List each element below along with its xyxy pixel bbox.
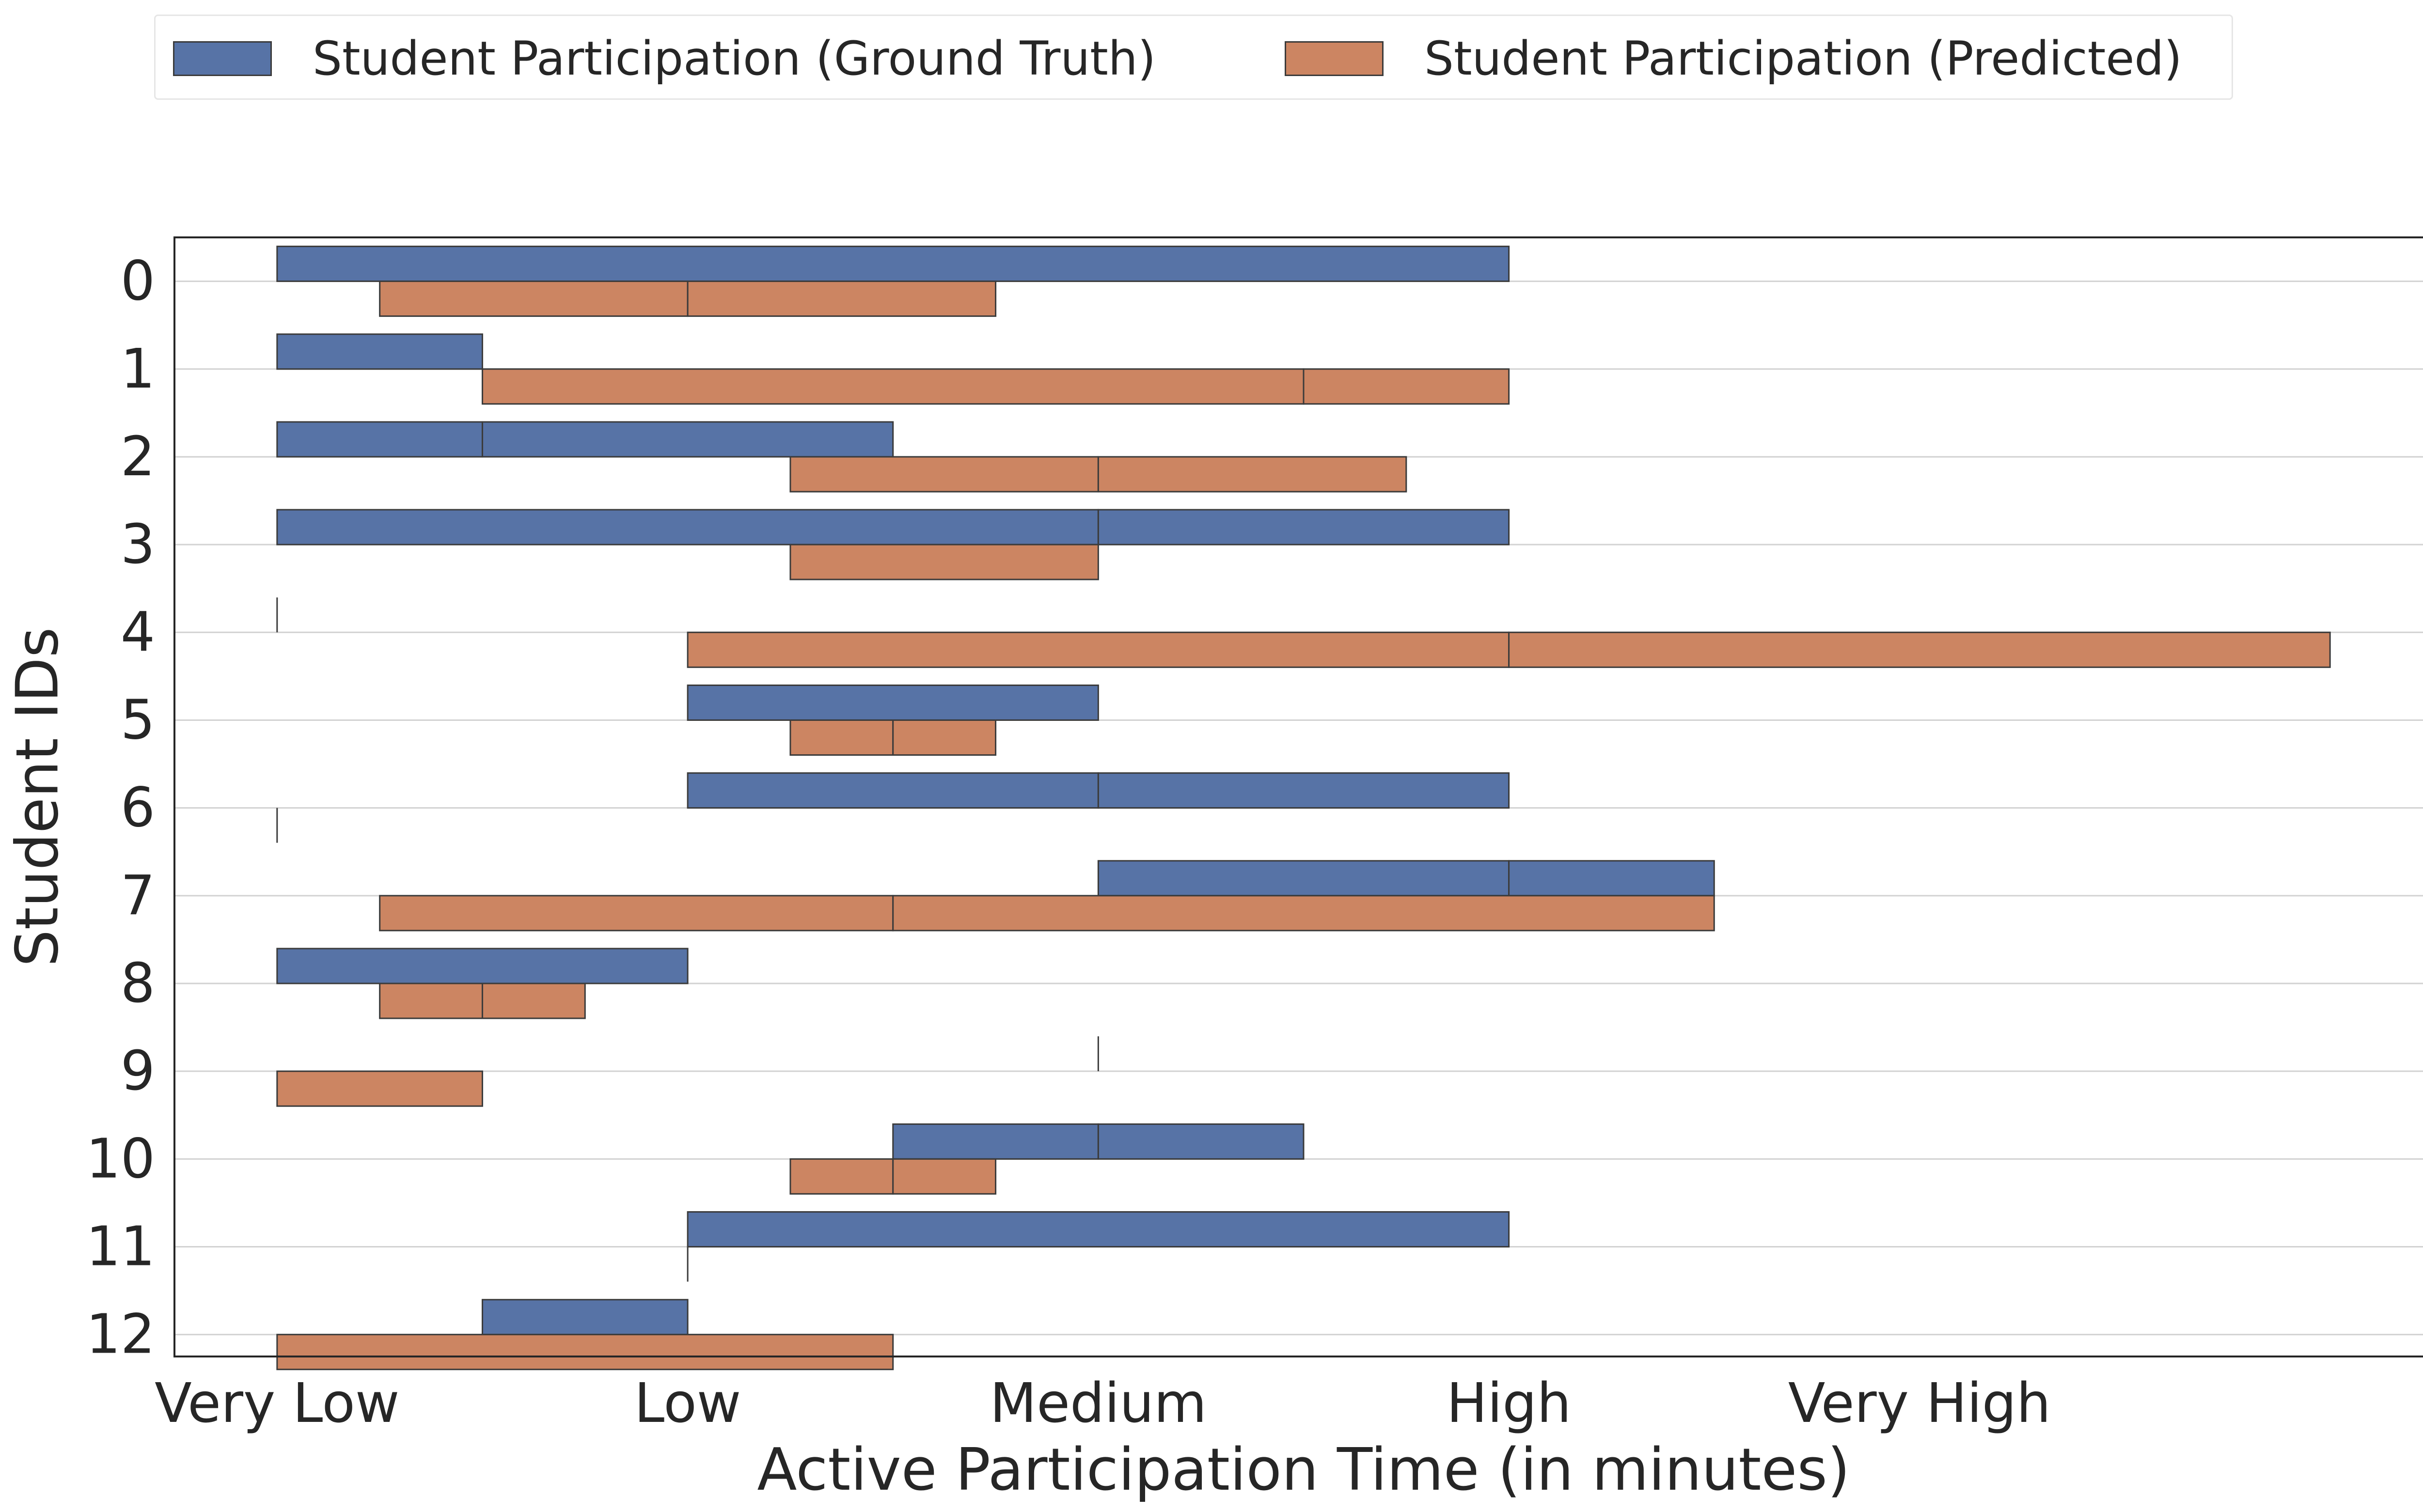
- plot-frame: [173, 236, 2423, 1357]
- y-tick-label-5: 5: [121, 688, 155, 751]
- bar-ground-truth-0-0: [276, 246, 1510, 282]
- bar-predicted-4-0: [687, 631, 1510, 668]
- bar-predicted-2-1: [1097, 456, 1407, 493]
- bar-ground-truth-12-0: [481, 1299, 689, 1336]
- x-tick-label-4: Very High: [1788, 1372, 2051, 1435]
- bar-predicted-10-1: [892, 1158, 997, 1195]
- bar-predicted-1-0: [481, 368, 1305, 405]
- bar-ground-truth-1-0: [276, 333, 483, 370]
- y-tick-label-10: 10: [86, 1127, 155, 1190]
- x-axis-label: Active Participation Time (in minutes): [757, 1436, 1850, 1504]
- y-tick-label-12: 12: [86, 1303, 155, 1366]
- y-tick-label-1: 1: [121, 338, 155, 401]
- y-axis-label: Student IDs: [4, 627, 72, 967]
- legend-label-ground-truth: Student Participation (Ground Truth): [313, 31, 1156, 86]
- bar-ground-truth-6-0: [687, 772, 1099, 809]
- bar-predicted-5-0: [789, 719, 894, 756]
- bar-predicted-5-1: [892, 719, 997, 756]
- bar-predicted-4-1: [1508, 631, 2331, 668]
- bar-ground-truth-10-1: [1097, 1123, 1305, 1160]
- bar-ground-truth-2-1: [481, 421, 894, 458]
- y-tick-label-9: 9: [121, 1040, 155, 1103]
- bar-ground-truth-10-0: [892, 1123, 1099, 1160]
- bar-ground-truth-3-0: [276, 509, 1099, 546]
- legend-swatch-predicted: [1285, 41, 1384, 76]
- bar-predicted-8-0: [379, 982, 483, 1019]
- bar-predicted-0-0: [379, 281, 689, 317]
- bar-predicted-12-0: [276, 1334, 894, 1371]
- x-tick-label-1: Low: [634, 1372, 741, 1435]
- y-tick-label-4: 4: [121, 601, 155, 664]
- x-tick-label-2: Medium: [990, 1372, 1207, 1435]
- bar-ground-truth-11-0: [687, 1211, 1510, 1248]
- bar-predicted-8-1: [481, 982, 586, 1019]
- bar-ground-truth-8-0: [276, 948, 689, 984]
- bar-ground-truth-2-0: [276, 421, 483, 458]
- bar-ground-truth-5-0: [687, 684, 1099, 721]
- x-tick-label-3: High: [1447, 1372, 1571, 1435]
- legend-swatch-ground-truth: [173, 41, 272, 76]
- bar-predicted-3-0: [789, 544, 1099, 580]
- bar-predicted-10-0: [789, 1158, 894, 1195]
- y-tick-label-6: 6: [121, 777, 155, 840]
- bar-ground-truth-3-1: [1097, 509, 1510, 546]
- bar-predicted-2-0: [789, 456, 1099, 493]
- bar-predicted-7-1: [892, 895, 1715, 932]
- legend-item-ground-truth: Student Participation (Ground Truth): [173, 16, 1156, 101]
- legend: Student Participation (Ground Truth) Stu…: [154, 15, 2233, 100]
- y-tick-label-11: 11: [86, 1216, 155, 1278]
- y-tick-label-2: 2: [121, 425, 155, 488]
- bar-ground-truth-7-1: [1508, 860, 1715, 897]
- bar-predicted-9-0: [276, 1070, 483, 1107]
- legend-item-predicted: Student Participation (Predicted): [1285, 16, 2182, 101]
- x-tick-label-0: Very Low: [155, 1372, 399, 1435]
- y-tick-label-8: 8: [121, 952, 155, 1015]
- y-tick-label-7: 7: [121, 864, 155, 927]
- y-tick-label-3: 3: [121, 513, 155, 576]
- bar-ground-truth-6-1: [1097, 772, 1510, 809]
- y-tick-label-0: 0: [121, 250, 155, 313]
- bar-predicted-1-1: [1303, 368, 1510, 405]
- bar-predicted-7-0: [379, 895, 894, 932]
- bar-predicted-0-1: [687, 281, 997, 317]
- legend-label-predicted: Student Participation (Predicted): [1424, 31, 2182, 86]
- bar-ground-truth-7-0: [1097, 860, 1510, 897]
